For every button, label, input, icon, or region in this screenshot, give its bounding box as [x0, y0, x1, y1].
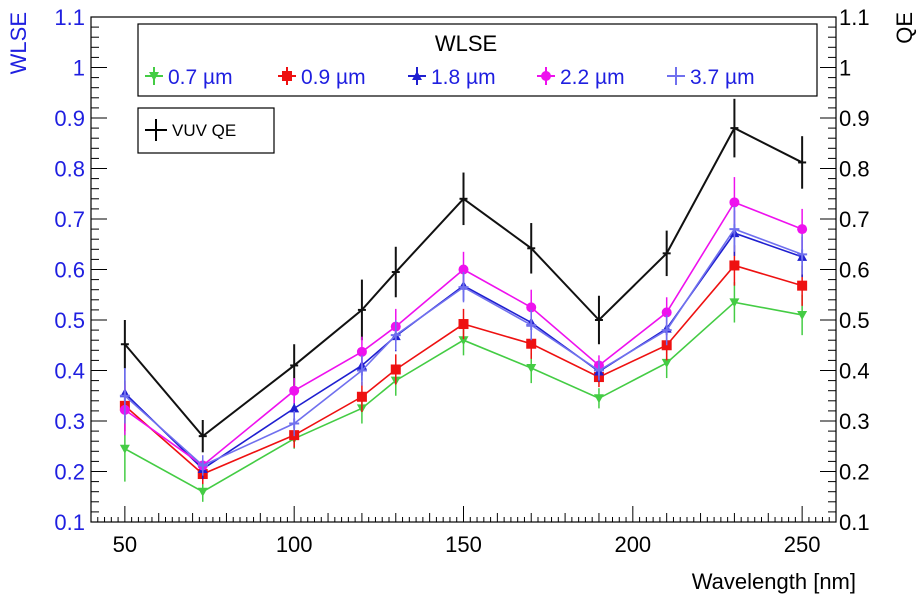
- data-point: [797, 249, 808, 260]
- data-point: [356, 346, 367, 357]
- x-tick-labels: 50 100 150 200 250: [113, 532, 821, 557]
- data-point: [289, 385, 300, 396]
- legend-item: 1.8 µm: [408, 66, 496, 89]
- qe-line: [124, 126, 803, 438]
- data-point: [356, 391, 367, 402]
- legend-wlse: WLSE 0.7 µm 0.9 µm 1.8 µm 2.2 µm 3.7 µm: [137, 23, 818, 97]
- data-point: [526, 363, 537, 373]
- y-left-tick-label: 0.3: [54, 409, 85, 434]
- x-tick-label: 250: [784, 532, 821, 557]
- series-vuv-qe: [120, 98, 807, 453]
- data-point: [797, 280, 808, 291]
- y-left-tick-label: 0.5: [54, 308, 85, 333]
- y-right-tick-label: 1: [839, 56, 851, 81]
- data-point: [119, 390, 130, 401]
- data-point: [289, 418, 300, 429]
- data-point: [526, 302, 537, 313]
- data-point: [390, 330, 401, 341]
- y-left-tick-label: 0.7: [54, 207, 85, 232]
- y-right-tick-label: 1.1: [839, 5, 870, 30]
- y-left-tick-label: 1.1: [54, 5, 85, 30]
- data-point: [797, 310, 808, 320]
- data-point: [729, 224, 740, 235]
- legend-vuv-qe-item: VUV QE: [145, 119, 236, 141]
- y-right-tick-label: 0.1: [839, 510, 870, 535]
- legend-item: 0.9 µm: [278, 66, 366, 89]
- data-point: [458, 319, 469, 330]
- data-point: [661, 325, 672, 336]
- y-right-tick-label: 0.8: [839, 157, 870, 182]
- legend-qe-label: VUV QE: [172, 121, 236, 140]
- data-point: [289, 403, 300, 413]
- legend-wlse-frame: [137, 23, 818, 97]
- y-right-tick-label: 0.6: [839, 258, 870, 283]
- data-point: [356, 365, 367, 376]
- data-point: [797, 224, 808, 235]
- data-point: [458, 282, 469, 293]
- y-left-tick-label: 0.1: [54, 510, 85, 535]
- legend-marker: [541, 71, 551, 81]
- legend-label: 0.9 µm: [301, 66, 366, 89]
- data-point: [661, 307, 672, 318]
- x-axis-title: Wavelength [nm]: [692, 569, 856, 594]
- legend-vuv-qe: VUV QE: [137, 107, 275, 154]
- data-point: [197, 460, 208, 471]
- y-right-tick-label: 0.7: [839, 207, 870, 232]
- y-left-tick-label: 0.4: [54, 359, 85, 384]
- y-right-tick-label: 0.5: [839, 308, 870, 333]
- x-tick-label: 50: [113, 532, 137, 557]
- data-point: [661, 358, 672, 368]
- legend-marker: [671, 71, 681, 81]
- legend-items: 0.7 µm 0.9 µm 1.8 µm 2.2 µm 3.7 µm: [145, 66, 755, 89]
- legend-label: 0.7 µm: [168, 66, 233, 89]
- legend-item: 2.2 µm: [537, 66, 625, 89]
- axis-minor-ticks: [90, 26, 837, 522]
- y-axis-right-title: QE: [892, 12, 917, 44]
- y-left-tick-label: 0.9: [54, 106, 85, 131]
- data-point: [729, 298, 740, 308]
- data-point: [593, 394, 604, 404]
- data-point: [729, 260, 740, 271]
- y-right-tick-labels: 0.1 0.2 0.3 0.4 0.5 0.6 0.7 0.8 0.9 1 1.1: [839, 5, 870, 535]
- data-point: [526, 320, 537, 331]
- legend-label: 1.8 µm: [431, 66, 496, 89]
- data-point: [526, 338, 537, 349]
- y-left-tick-label: 1: [73, 56, 85, 81]
- data-point: [458, 264, 469, 275]
- x-tick-label: 100: [276, 532, 313, 557]
- legend-marker: [149, 72, 159, 81]
- legend-label: 2.2 µm: [560, 66, 625, 89]
- data-point: [458, 336, 469, 346]
- y-right-tick-label: 0.2: [839, 460, 870, 485]
- data-point: [390, 364, 401, 375]
- legend-marker: [412, 71, 422, 80]
- legend-marker: [282, 71, 292, 81]
- data-point: [593, 365, 604, 376]
- y-axis-left-title: WLSE: [6, 12, 31, 74]
- y-right-tick-label: 0.4: [839, 359, 870, 384]
- axis-major-ticks: [91, 16, 836, 523]
- x-tick-label: 200: [614, 532, 651, 557]
- data-point: [119, 444, 130, 454]
- y-left-tick-labels: 0.1 0.2 0.3 0.4 0.5 0.6 0.7 0.8 0.9 1 1.1: [54, 5, 85, 535]
- y-right-tick-label: 0.3: [839, 409, 870, 434]
- y-left-tick-label: 0.8: [54, 157, 85, 182]
- legend-title: WLSE: [435, 31, 497, 56]
- series-4: [119, 206, 808, 476]
- data-point: [197, 487, 208, 497]
- y-right-tick-label: 0.9: [839, 106, 870, 131]
- legend-item: 0.7 µm: [145, 66, 233, 89]
- data-point: [729, 197, 740, 208]
- legend-label: 3.7 µm: [690, 66, 755, 89]
- series-layer: [119, 98, 808, 502]
- y-left-tick-label: 0.6: [54, 258, 85, 283]
- legend-item: 3.7 µm: [667, 66, 755, 89]
- y-left-tick-label: 0.2: [54, 460, 85, 485]
- x-tick-label: 150: [445, 532, 482, 557]
